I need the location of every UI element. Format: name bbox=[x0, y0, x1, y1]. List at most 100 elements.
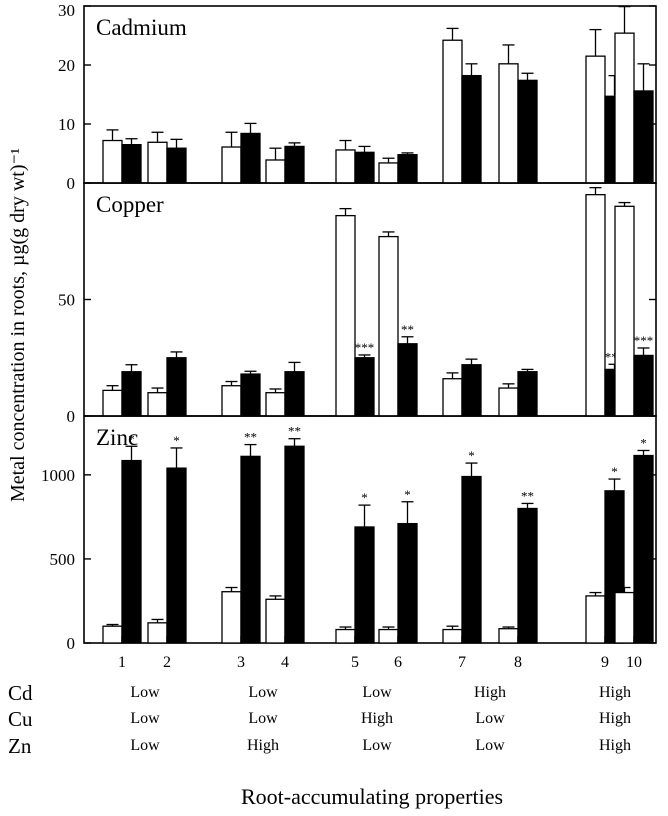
property-level: Low bbox=[130, 710, 160, 727]
x-tick-label: 8 bbox=[514, 654, 522, 671]
panel-title: Copper bbox=[96, 192, 164, 217]
y-tick-label: 10 bbox=[58, 115, 75, 134]
filled-bar bbox=[517, 371, 538, 417]
open-bar bbox=[335, 149, 356, 184]
open-bar bbox=[498, 387, 519, 417]
property-level: Low bbox=[248, 710, 278, 727]
x-tick-labels: 1 2 3 4 5 6 7 8 9 10 bbox=[118, 636, 642, 671]
significance-label: * bbox=[640, 435, 647, 450]
filled-bar bbox=[284, 445, 305, 644]
x-tick-label: 10 bbox=[626, 654, 642, 671]
y-tick-label: 500 bbox=[50, 550, 76, 569]
open-bar bbox=[585, 193, 606, 417]
significance-label: *** bbox=[355, 340, 375, 355]
y-tick-label: 20 bbox=[58, 56, 75, 75]
property-row-label: Cd bbox=[8, 681, 33, 705]
filled-bar bbox=[166, 357, 187, 417]
property-row-label: Cu bbox=[8, 707, 33, 731]
open-bar bbox=[442, 628, 463, 644]
property-level: High bbox=[361, 710, 393, 727]
property-level: Low bbox=[362, 684, 392, 701]
chart-panels: Cadmium0102030Copper050***********Zinc05… bbox=[41, 1, 657, 653]
open-bar bbox=[442, 378, 463, 417]
open-bar bbox=[498, 63, 519, 184]
open-bar bbox=[335, 628, 356, 644]
panel-cadmium: Cadmium 0 10 20 30 bbox=[58, 1, 657, 193]
filled-bar bbox=[121, 143, 142, 184]
significance-label: * bbox=[361, 490, 368, 505]
open-bar bbox=[378, 162, 399, 184]
filled-bar bbox=[284, 371, 305, 417]
filled-bar bbox=[633, 90, 654, 184]
property-level: Low bbox=[130, 684, 160, 701]
filled-bar bbox=[461, 364, 482, 417]
significance-label: * bbox=[128, 431, 135, 446]
open-bar bbox=[614, 591, 635, 644]
property-level: High bbox=[599, 737, 631, 754]
property-level: High bbox=[247, 737, 279, 754]
open-bar bbox=[614, 32, 635, 184]
open-bar bbox=[102, 389, 123, 417]
open-bar bbox=[585, 595, 606, 644]
significance-label: * bbox=[404, 487, 411, 502]
x-tick-label: 6 bbox=[394, 654, 402, 671]
x-axis-label: Root-accumulating properties bbox=[241, 784, 503, 809]
y-tick-label: 50 bbox=[58, 291, 75, 310]
filled-bar bbox=[397, 343, 418, 417]
filled-bar bbox=[461, 74, 482, 184]
filled-bar bbox=[240, 373, 261, 417]
y-tick-label: 1000 bbox=[41, 466, 75, 485]
open-bar bbox=[102, 139, 123, 184]
property-level: Low bbox=[130, 737, 160, 754]
open-bar bbox=[221, 591, 242, 644]
property-level: Low bbox=[362, 737, 392, 754]
significance-label: ** bbox=[244, 430, 257, 445]
open-bar bbox=[265, 392, 286, 417]
open-bar bbox=[614, 205, 635, 417]
x-tick-label: 3 bbox=[237, 654, 245, 671]
x-tick-label: 9 bbox=[601, 654, 609, 671]
x-tick-label: 7 bbox=[458, 654, 466, 671]
y-axis-label: Metal concentration in roots, µg(g dry w… bbox=[7, 148, 29, 502]
open-bar bbox=[585, 55, 606, 184]
significance-label: ** bbox=[521, 488, 534, 503]
significance-label: * bbox=[611, 464, 618, 479]
filled-bar bbox=[397, 522, 418, 644]
open-bar bbox=[378, 235, 399, 417]
filled-bar bbox=[633, 354, 654, 417]
open-bar bbox=[378, 628, 399, 644]
significance-label: * bbox=[468, 448, 475, 463]
open-bar bbox=[102, 625, 123, 644]
property-row-label: Zn bbox=[8, 734, 32, 758]
property-level: High bbox=[599, 710, 631, 727]
filled-bar bbox=[354, 526, 375, 644]
x-tick-label: 4 bbox=[281, 654, 289, 671]
open-bar bbox=[147, 141, 168, 184]
filled-bar bbox=[354, 151, 375, 184]
panel-title: Cadmium bbox=[96, 15, 187, 40]
significance-label: ** bbox=[288, 424, 301, 439]
property-level: Low bbox=[248, 684, 278, 701]
filled-bar bbox=[284, 145, 305, 184]
filled-bar bbox=[517, 79, 538, 184]
filled-bar bbox=[354, 357, 375, 417]
open-bar bbox=[265, 598, 286, 644]
open-bar bbox=[147, 622, 168, 644]
y-tick-label: 0 bbox=[67, 174, 76, 193]
property-level: Low bbox=[475, 737, 505, 754]
open-bar bbox=[221, 146, 242, 184]
significance-label: * bbox=[173, 433, 180, 448]
y-tick-label: 30 bbox=[58, 1, 75, 20]
filled-bar bbox=[517, 507, 538, 644]
filled-bar bbox=[166, 467, 187, 644]
filled-bar bbox=[397, 154, 418, 184]
x-tick-label: 2 bbox=[163, 654, 171, 671]
filled-bar bbox=[166, 147, 187, 184]
filled-bar bbox=[633, 454, 654, 644]
filled-bar bbox=[121, 371, 142, 417]
open-bar bbox=[335, 214, 356, 417]
filled-bar bbox=[240, 132, 261, 184]
